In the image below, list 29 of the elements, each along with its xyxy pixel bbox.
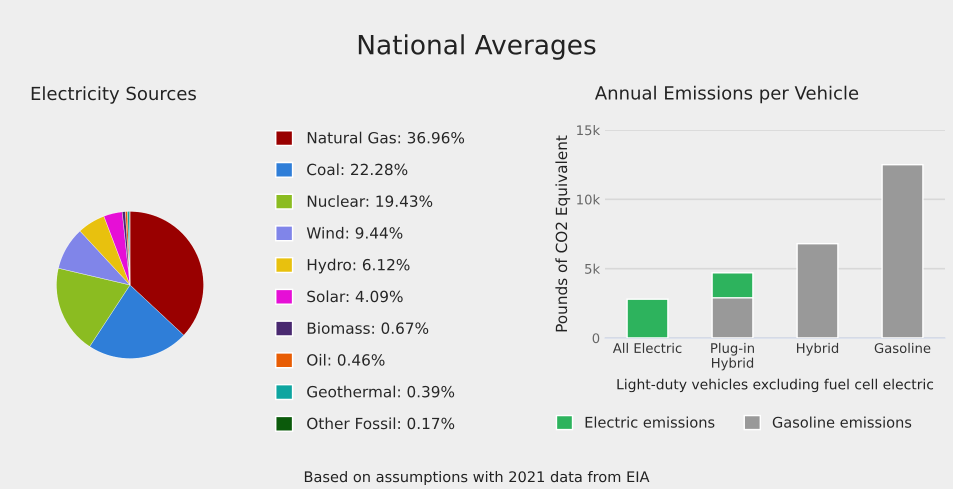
legend-label: Biomass: 0.67% [308,322,428,334]
x-tick-label: Plug-in Hybrid [711,342,754,370]
y-axis-title: Pounds of CO2 Equivalent [555,136,570,332]
bar [881,164,924,338]
x-tick-label: Gasoline [874,342,930,354]
y-tick-label: 10k [577,194,600,205]
text: National Averages [358,34,596,60]
x-tick-label: All Electric [612,342,682,354]
x-tick-label: Hybrid [797,342,838,356]
bar [796,243,839,338]
legend-label: Gasoline emissions [772,416,912,428]
legend-label: Natural Gas: 36.96% [308,132,464,144]
legend-label: Nuclear: 19.43% [308,195,432,207]
legend-label: Solar: 4.09% [307,290,403,302]
y-tick-label: 0 [592,333,600,344]
legend-label: Oil: 0.46% [307,354,385,366]
chart-title: Electricity Sources [32,86,196,104]
legend-label: Hydro: 6.12% [308,258,410,274]
x-axis-title: Light-duty vehicles excluding fuel cell electric [617,378,934,392]
y-tick-label: 5k [585,264,600,274]
legend-label: Other Fossil: 0.17% [307,417,454,430]
legend-label: Geothermal: 0.39% [307,386,454,398]
chart-title: Annual Emissions per Vehicle [594,86,858,104]
legend-label: Electric emissions [586,416,714,428]
y-tick-label: 15k [577,124,600,136]
text: Based on assumptions with 2021 data from EIA [304,470,650,486]
bar [626,298,669,338]
legend-label: Wind: 9.44% [306,226,402,239]
legend-label: Coal: 22.28% [307,163,408,176]
